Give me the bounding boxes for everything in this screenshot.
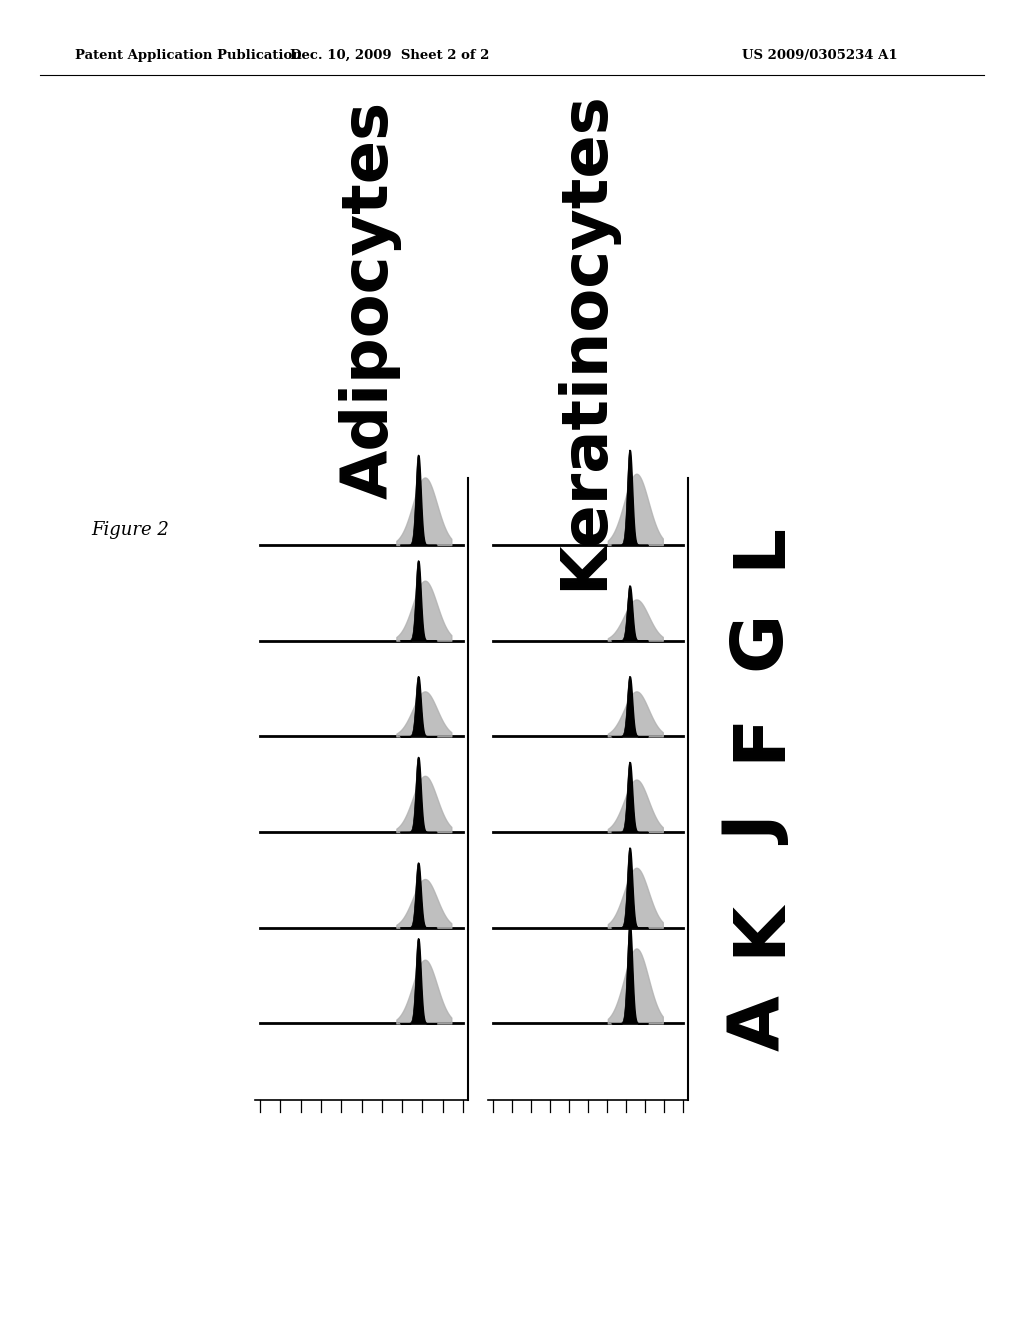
Text: A: A [725, 995, 795, 1052]
Text: Dec. 10, 2009  Sheet 2 of 2: Dec. 10, 2009 Sheet 2 of 2 [291, 49, 489, 62]
Text: F: F [725, 711, 795, 762]
Text: Keratinocytes: Keratinocytes [554, 90, 616, 590]
Text: Patent Application Publication: Patent Application Publication [75, 49, 302, 62]
Text: Adipocytes: Adipocytes [339, 100, 401, 499]
Text: G: G [725, 611, 795, 671]
Text: US 2009/0305234 A1: US 2009/0305234 A1 [742, 49, 898, 62]
Text: L: L [725, 521, 795, 568]
Text: K: K [725, 900, 795, 956]
Text: J: J [725, 818, 795, 846]
Text: Figure 2: Figure 2 [91, 521, 169, 539]
